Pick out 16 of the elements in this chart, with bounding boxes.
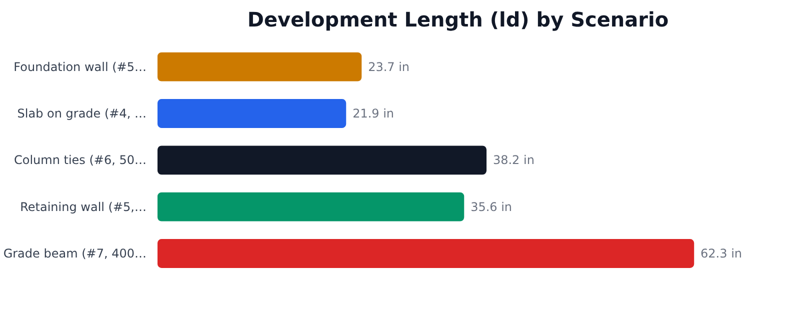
y-tick-label: Retaining wall (#5,… (20, 200, 147, 214)
data-label: 38.2 in (492, 153, 534, 168)
y-tick-label: Foundation wall (#5… (14, 60, 147, 74)
bar (158, 99, 346, 128)
y-tick-label: Column ties (#6, 50… (14, 153, 147, 168)
bar (158, 146, 487, 175)
data-label: 62.3 in (700, 246, 742, 260)
data-label: 21.9 in (352, 106, 394, 120)
bar (158, 192, 464, 222)
chart-title: Development Length (ld) by Scenario (247, 8, 669, 32)
data-label: 23.7 in (368, 60, 410, 74)
data-label: 35.6 in (470, 200, 512, 214)
bar (158, 239, 694, 268)
bar (158, 52, 362, 82)
y-tick-label: Grade beam (#7, 400… (3, 246, 147, 260)
y-tick-label: Slab on grade (#4, … (17, 106, 146, 120)
